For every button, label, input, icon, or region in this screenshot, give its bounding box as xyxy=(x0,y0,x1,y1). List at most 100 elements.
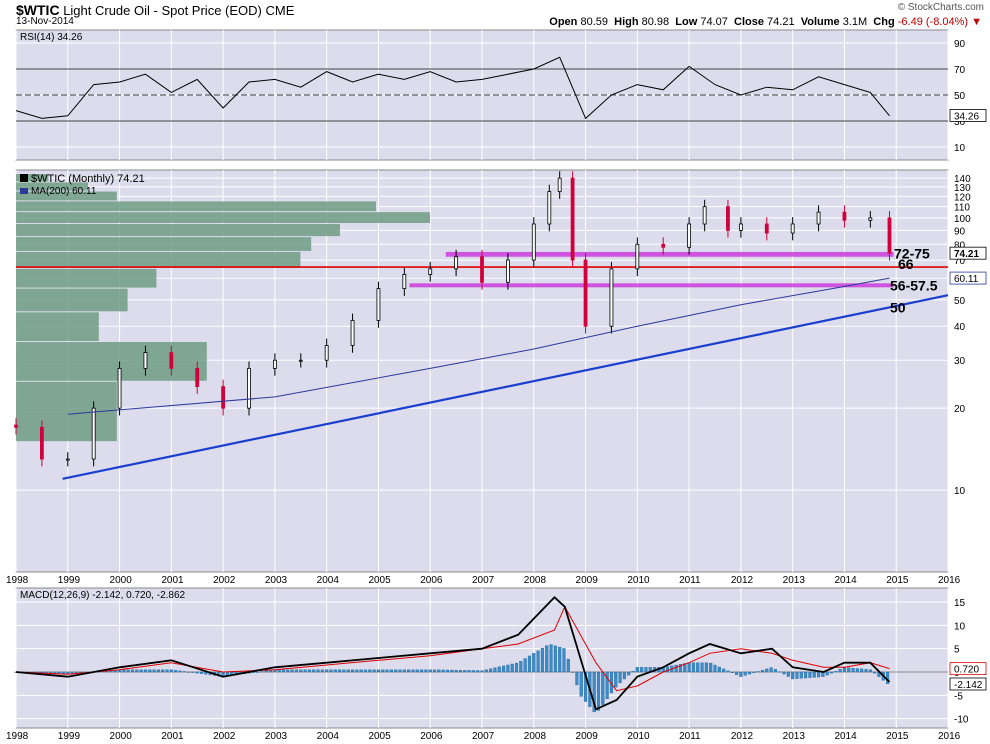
candle-body xyxy=(635,243,640,270)
candle-body xyxy=(402,274,407,289)
macd-histogram-bar xyxy=(389,669,393,673)
macd-histogram-bar xyxy=(829,671,834,674)
candle-body xyxy=(738,223,743,231)
macd-histogram-bar xyxy=(471,670,475,673)
macd-histogram-bar xyxy=(338,669,342,673)
macd-histogram-bar xyxy=(514,662,519,673)
x-tick-label-macd: 2004 xyxy=(317,731,340,742)
macd-histogram-bar xyxy=(148,669,152,673)
x-tick-label-price: 2003 xyxy=(265,575,288,586)
candle-body xyxy=(247,367,251,409)
macd-histogram-bar xyxy=(855,668,859,673)
macd-signal-line xyxy=(15,605,890,692)
macd-histogram-bar xyxy=(476,670,480,673)
close-value: 74.21 xyxy=(767,16,795,28)
macd-histogram-bar xyxy=(316,669,320,673)
macd-histogram-bar xyxy=(152,669,156,673)
x-tick-label-macd: 2008 xyxy=(524,731,547,742)
signal-value: 0.720 xyxy=(954,665,979,676)
macd-histogram-bar xyxy=(480,670,484,673)
macd-value-box xyxy=(949,677,987,691)
macd-histogram-bar xyxy=(467,670,471,673)
macd-histogram-bar xyxy=(605,671,609,699)
candle-body xyxy=(609,268,614,327)
macd-histogram-bar xyxy=(165,669,169,673)
candle-body xyxy=(272,359,277,369)
x-tick-label-macd: 2010 xyxy=(627,731,650,742)
candle-body xyxy=(726,206,730,231)
candle-body xyxy=(221,386,226,409)
macd-histogram-bar xyxy=(437,669,441,673)
candle-body xyxy=(298,359,303,362)
candle-body xyxy=(480,256,484,283)
x-tick-label-macd: 2016 xyxy=(938,731,961,742)
x-tick-label-macd: 2002 xyxy=(213,731,236,742)
price-tick-label: 70 xyxy=(954,256,966,267)
macd-histogram-bar xyxy=(411,669,415,673)
volume-label: Volume xyxy=(800,16,840,28)
candle-body xyxy=(702,206,707,225)
macd-histogram-bar xyxy=(174,670,178,673)
macd-histogram-bar xyxy=(842,667,846,673)
macd-histogram-bar xyxy=(747,671,752,675)
price-tick-label: 120 xyxy=(954,192,971,203)
volume-by-price-bar xyxy=(16,342,207,381)
candle-body xyxy=(169,352,174,369)
x-tick-label-price: 2008 xyxy=(524,575,547,586)
macd-histogram-bar xyxy=(497,666,501,673)
quote-bar: Open 80.59 High 80.98 Low 74.07 Close 74… xyxy=(549,16,982,28)
x-tick-label-price: 2007 xyxy=(472,575,495,586)
candle-body xyxy=(324,345,329,361)
price-tick-label: 30 xyxy=(954,356,966,367)
macd-histogram-bar xyxy=(735,671,739,675)
rsi-tick-label: 30 xyxy=(954,117,966,128)
macd-histogram-bar xyxy=(834,671,838,673)
chg-value: -6.49 (-8.04%) xyxy=(897,16,969,28)
macd-histogram-bar xyxy=(825,671,829,676)
x-tick-label-price: 1998 xyxy=(6,575,29,586)
x-tick-label-price: 2001 xyxy=(161,575,184,586)
macd-histogram-bar xyxy=(635,667,639,673)
rsi-tick-label: 70 xyxy=(954,65,966,76)
candle-body xyxy=(376,288,381,321)
x-tick-label-price: 2016 xyxy=(938,575,961,586)
macd-histogram-bar xyxy=(156,669,160,673)
last-price-value: 74.21 xyxy=(954,249,979,260)
candle-body xyxy=(557,177,562,192)
macd-histogram-bar xyxy=(458,670,462,673)
macd-histogram-bar xyxy=(260,671,264,673)
macd-histogram-bar xyxy=(161,669,165,673)
macd-histogram-bar xyxy=(256,671,260,673)
macd-histogram-bar xyxy=(139,669,143,673)
macd-histogram-bar xyxy=(325,669,329,673)
macd-histogram-bar xyxy=(532,653,536,673)
macd-histogram-bar xyxy=(126,669,130,673)
x-tick-label-price: 2012 xyxy=(731,575,754,586)
macd-histogram-bar xyxy=(489,668,493,673)
macd-histogram-bar xyxy=(359,669,363,673)
macd-histogram-bar xyxy=(795,671,799,679)
macd-histogram-bar xyxy=(601,671,605,705)
x-tick-label-macd: 2013 xyxy=(783,731,806,742)
macd-histogram-bar xyxy=(398,669,402,673)
down-arrow-icon: ▼ xyxy=(971,16,982,28)
credit: © StockCharts.com xyxy=(897,2,984,13)
macd-histogram-bar xyxy=(182,671,186,673)
open-label: Open xyxy=(549,16,578,28)
macd-line xyxy=(15,596,891,711)
macd-histogram-bar xyxy=(376,669,380,673)
macd-histogram-bar xyxy=(631,671,635,673)
price-tick-label: 100 xyxy=(954,214,971,225)
candle-body xyxy=(454,256,459,270)
x-tick-label-macd: 2006 xyxy=(420,731,443,742)
macd-histogram-bar xyxy=(584,671,588,702)
macd-histogram-bar xyxy=(773,669,777,673)
candle-body xyxy=(39,426,44,460)
macd-histogram-bar xyxy=(264,670,268,673)
candle-body xyxy=(661,243,666,248)
candle-body xyxy=(583,259,588,327)
level-label: 72-75 xyxy=(894,246,930,262)
candle-body xyxy=(14,424,18,428)
macd-histogram-bar xyxy=(329,669,333,673)
macd-histogram-bar xyxy=(303,669,307,673)
